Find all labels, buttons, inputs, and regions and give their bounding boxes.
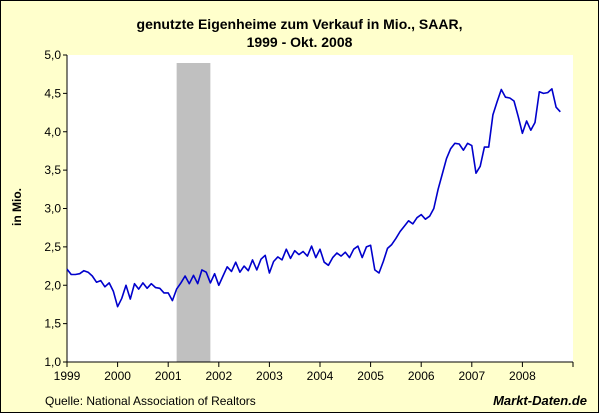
y-tick-label: 3,0	[44, 202, 61, 216]
y-tick-label: 4,5	[44, 86, 61, 100]
y-tick-label: 4,0	[44, 125, 61, 139]
recession-shading	[176, 63, 211, 362]
x-tick-label: 2002	[205, 369, 232, 383]
y-tick-label: 1,0	[44, 355, 61, 369]
series-line	[66, 88, 561, 308]
plot-area	[67, 55, 573, 362]
chart-title-line-2: 1999 - Okt. 2008	[246, 34, 353, 50]
y-tick-label: 2,5	[44, 240, 61, 254]
y-tick-label: 5,0	[44, 48, 61, 62]
x-tick-label: 2007	[458, 369, 485, 383]
y-tick-label: 2,0	[44, 278, 61, 292]
x-tick-label: 1999	[54, 369, 81, 383]
y-tick-label: 3,5	[44, 163, 61, 177]
x-tick-label: 2005	[357, 369, 384, 383]
x-tick-label: 2001	[155, 369, 182, 383]
chart-title-line-1: genutzte Eigenheime zum Verkauf in Mio.,…	[136, 16, 463, 32]
brand-label: Markt-Daten.de	[493, 393, 587, 408]
x-tick-label: 2006	[408, 369, 435, 383]
x-tick-label: 2000	[104, 369, 131, 383]
x-tick-label: 2003	[256, 369, 283, 383]
x-tick-label: 2004	[307, 369, 334, 383]
y-tick-label: 1,5	[44, 317, 61, 331]
source-note: Quelle: National Association of Realtors	[45, 394, 256, 408]
x-tick-label: 2008	[509, 369, 536, 383]
